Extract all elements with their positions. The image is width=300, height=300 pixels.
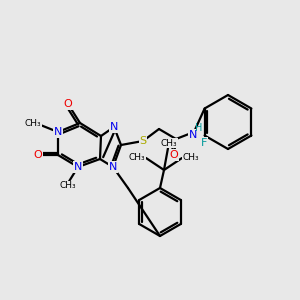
Text: O: O [34,150,42,160]
Text: H: H [195,123,203,133]
Text: N: N [54,127,62,137]
Text: CH₃: CH₃ [60,182,76,190]
Text: F: F [200,137,207,148]
Text: CH₃: CH₃ [129,152,145,161]
Text: N: N [110,122,118,132]
Text: CH₃: CH₃ [161,139,177,148]
Text: O: O [64,99,72,109]
Text: N: N [109,162,117,172]
Text: N: N [189,130,197,140]
Text: CH₃: CH₃ [183,152,199,161]
Text: N: N [74,162,82,172]
Text: CH₃: CH₃ [25,119,41,128]
Text: O: O [169,150,178,160]
Text: S: S [140,136,147,146]
